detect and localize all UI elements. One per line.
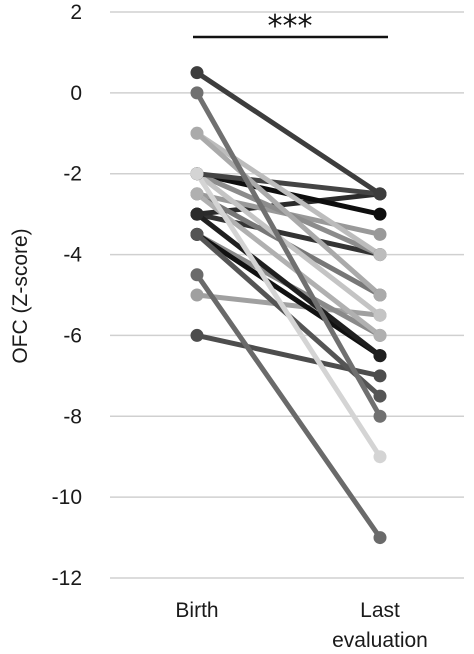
data-point [373, 531, 387, 545]
series-points [190, 66, 387, 545]
data-point [373, 450, 387, 464]
x-tick-label: Birth [175, 599, 218, 622]
y-tick-label: -4 [63, 244, 82, 267]
x-tick-label: Last [360, 599, 400, 622]
x-tick-labels: Birth Last evaluation [175, 599, 427, 652]
series-line [194, 211, 383, 359]
data-point [373, 187, 387, 201]
data-point [190, 66, 204, 80]
x-tick-label: evaluation [332, 629, 428, 652]
data-point [373, 227, 387, 241]
y-tick-label: -6 [63, 324, 82, 347]
y-tick-labels: 2 0 -2 -4 -6 -8 -10 -12 [52, 1, 83, 590]
significance-label: *** [268, 9, 313, 44]
y-tick-label: -10 [52, 486, 82, 509]
y-tick-label: -2 [63, 163, 82, 186]
series-line [194, 272, 383, 541]
series-line [194, 171, 383, 197]
data-point [373, 389, 387, 403]
series-lines [194, 70, 383, 541]
data-point [190, 126, 204, 140]
data-point [373, 409, 387, 423]
data-point [373, 288, 387, 302]
data-point [373, 248, 387, 262]
data-point [190, 167, 204, 181]
y-tick-label: 0 [70, 82, 82, 105]
y-axis-label: OFC (Z-score) [9, 228, 32, 363]
data-point [373, 349, 387, 363]
data-point [373, 308, 387, 322]
series-line [194, 231, 383, 359]
series-line [194, 171, 383, 460]
data-point [373, 207, 387, 221]
series-line [194, 90, 383, 419]
gridlines [110, 11, 464, 579]
y-tick-label: 2 [70, 1, 82, 24]
y-tick-label: -12 [52, 567, 82, 590]
data-point [190, 328, 204, 342]
data-point [190, 268, 204, 282]
data-point [190, 227, 204, 241]
data-point [190, 187, 204, 201]
series-line [194, 130, 383, 298]
y-tick-label: -8 [63, 405, 82, 428]
data-point [190, 288, 204, 302]
data-point [373, 328, 387, 342]
data-point [373, 369, 387, 383]
series-line [194, 130, 383, 258]
data-point [190, 207, 204, 221]
series-line [194, 70, 383, 197]
data-point [190, 86, 204, 100]
series-line [194, 171, 383, 318]
